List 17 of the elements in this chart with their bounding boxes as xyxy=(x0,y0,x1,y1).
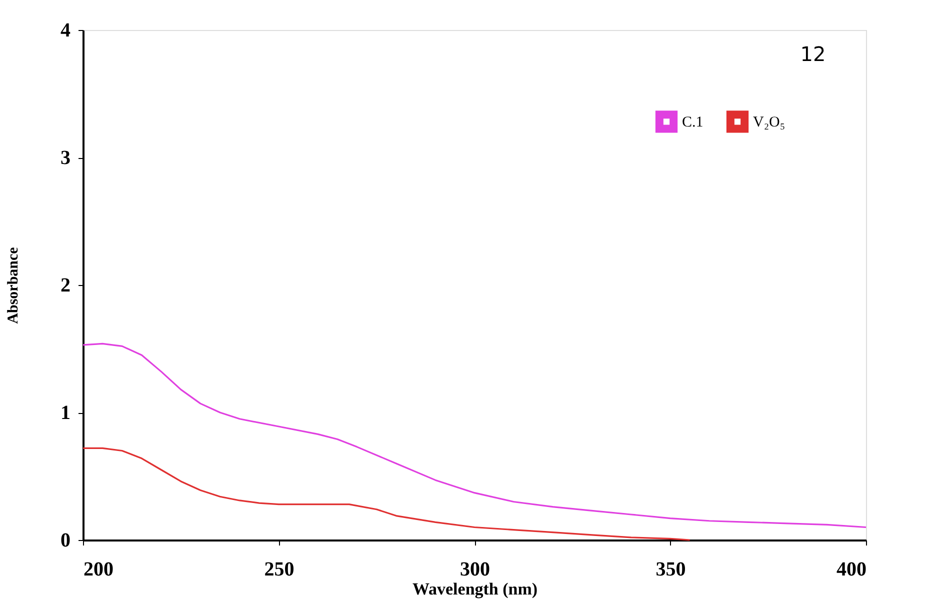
y-tick-label: 3 xyxy=(60,147,70,169)
y-tick-label: 2 xyxy=(60,274,70,296)
x-tick-label: 350 xyxy=(656,558,686,580)
x-tick-label: 300 xyxy=(460,558,490,580)
y-tick-label: 4 xyxy=(60,20,70,42)
line-series xyxy=(82,342,867,528)
x-tick-label: 200 xyxy=(84,558,114,580)
x-axis-title: Wavelength (nm) xyxy=(412,580,538,598)
line-series xyxy=(82,447,691,541)
x-tick-label: 250 xyxy=(264,558,294,580)
annotation: 12 xyxy=(800,42,826,66)
y-tick-label: 0 xyxy=(60,530,70,552)
legend-label: V₂O₅ xyxy=(753,114,786,131)
legend-label: C.1 xyxy=(682,114,704,131)
y-tick-label: 1 xyxy=(60,402,70,424)
y-axis-title: Absorbance xyxy=(6,246,22,324)
x-tick-label: 400 xyxy=(836,558,866,580)
